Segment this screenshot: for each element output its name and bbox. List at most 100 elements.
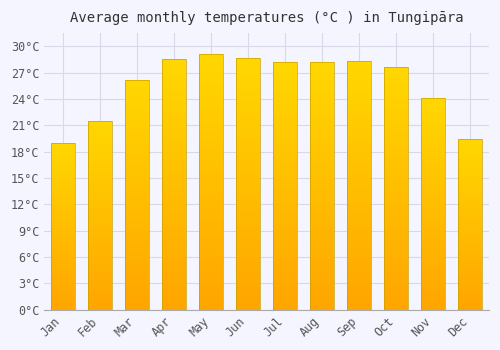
Bar [310,92,334,94]
Bar [347,220,372,223]
Bar [273,151,297,154]
Bar [422,162,446,164]
Bar [51,206,75,208]
Bar [162,229,186,232]
Bar [310,82,334,84]
Bar [422,212,446,215]
Bar [273,92,297,94]
Bar [51,221,75,223]
Bar [236,108,260,111]
Bar [162,257,186,259]
Bar [88,259,112,261]
Bar [458,238,482,239]
Bar [88,266,112,268]
Bar [162,106,186,109]
Bar [51,211,75,213]
Bar [458,233,482,234]
Bar [384,102,408,104]
Bar [347,99,372,101]
Bar [162,277,186,280]
Bar [51,263,75,265]
Bar [51,234,75,236]
Bar [273,236,297,238]
Bar [384,68,408,70]
Bar [422,295,446,297]
Bar [199,274,223,276]
Bar [310,84,334,87]
Bar [236,133,260,136]
Bar [88,155,112,157]
Bar [310,104,334,107]
Bar [199,95,223,98]
Bar [162,209,186,212]
Bar [88,238,112,240]
Bar [422,126,446,128]
Bar [273,171,297,174]
Bar [422,181,446,183]
Bar [51,268,75,270]
Bar [347,89,372,91]
Bar [310,233,334,236]
Bar [458,246,482,248]
Bar [347,230,372,233]
Bar [422,303,446,306]
Bar [199,113,223,116]
Bar [162,129,186,132]
Bar [125,204,149,206]
Bar [458,236,482,238]
Bar [88,308,112,310]
Bar [199,292,223,294]
Bar [384,135,408,138]
Bar [384,305,408,307]
Bar [162,207,186,209]
Bar [273,223,297,225]
Bar [310,178,334,181]
Bar [236,274,260,277]
Bar [236,229,260,232]
Bar [310,292,334,295]
Bar [162,149,186,152]
Bar [347,258,372,260]
Bar [51,163,75,164]
Bar [384,118,408,121]
Bar [384,254,408,257]
Bar [162,227,186,229]
Bar [310,79,334,82]
Bar [125,162,149,165]
Bar [162,114,186,117]
Bar [51,301,75,303]
Bar [422,217,446,219]
Bar [347,168,372,170]
Bar [347,183,372,186]
Bar [347,193,372,195]
Bar [384,167,408,169]
Bar [422,128,446,130]
Bar [458,150,482,152]
Bar [347,228,372,230]
Bar [422,208,446,210]
Bar [88,208,112,210]
Bar [458,294,482,296]
Bar [51,205,75,206]
Bar [199,103,223,105]
Bar [273,99,297,102]
Bar [422,158,446,160]
Bar [384,68,408,310]
Bar [273,220,297,223]
Bar [310,112,334,114]
Bar [125,140,149,142]
Bar [88,227,112,229]
Bar [422,299,446,301]
Bar [384,239,408,242]
Bar [347,253,372,255]
Bar [199,75,223,77]
Bar [422,253,446,255]
Bar [310,121,334,124]
Bar [347,297,372,300]
Bar [273,136,297,139]
Bar [347,282,372,285]
Bar [422,145,446,147]
Bar [384,89,408,92]
Bar [384,92,408,94]
Bar [347,243,372,245]
